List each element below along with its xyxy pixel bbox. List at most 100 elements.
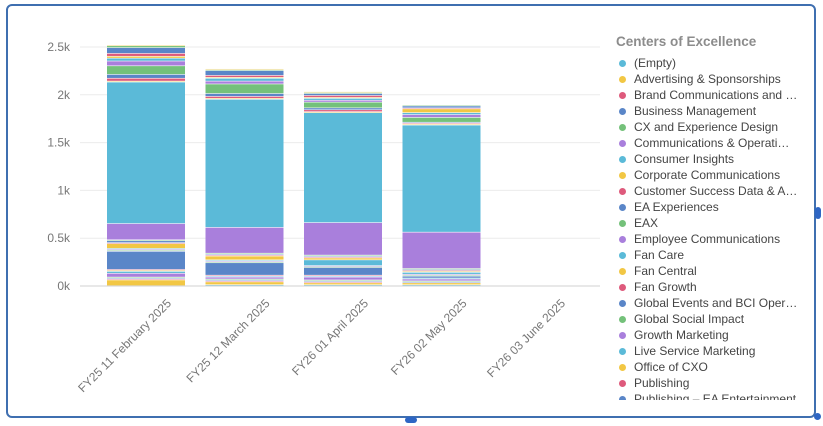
legend-marker <box>619 347 626 355</box>
legend-item[interactable]: CX and Experience Design <box>616 119 798 135</box>
bar-segment[interactable] <box>205 282 284 285</box>
bar-segment[interactable] <box>304 267 382 275</box>
legend-item[interactable]: Fan Growth <box>616 279 798 295</box>
legend-item[interactable]: Global Social Impact <box>616 311 798 327</box>
bar-segment[interactable] <box>107 78 185 81</box>
legend-item[interactable]: Publishing – EA Entertainment <box>616 391 798 400</box>
bar-segment[interactable] <box>304 110 382 112</box>
bar-segment[interactable] <box>402 109 481 113</box>
legend-label: Business Management <box>634 104 757 118</box>
legend-marker <box>619 139 626 147</box>
legend-item[interactable]: Live Service Marketing <box>616 343 798 359</box>
bar-segment[interactable] <box>205 81 284 84</box>
bar-segment[interactable] <box>205 263 284 275</box>
legend-item[interactable]: Fan Care <box>616 247 798 263</box>
y-tick-label: 2.5k <box>47 40 71 54</box>
bar-segment[interactable] <box>304 283 382 285</box>
bar-segment[interactable] <box>402 112 481 115</box>
bar-segment[interactable] <box>107 280 185 286</box>
legend-item[interactable]: EA Experiences <box>616 199 798 215</box>
legend[interactable]: Centers of Excellence (Empty) Advertising… <box>616 34 798 400</box>
bar-segment[interactable] <box>107 271 185 273</box>
bar-segment[interactable] <box>107 251 185 270</box>
bar-segment[interactable] <box>107 61 185 66</box>
bar-segment[interactable] <box>107 46 185 48</box>
bar-segment[interactable] <box>402 283 481 285</box>
legend-item[interactable]: Fan Central <box>616 263 798 279</box>
bar-segment[interactable] <box>107 58 185 61</box>
bar-segment[interactable] <box>205 84 284 94</box>
legend-item[interactable]: Consumer Insights <box>616 151 798 167</box>
bar-segment[interactable] <box>402 276 481 278</box>
legend-label: Fan Central <box>634 264 697 278</box>
x-category-label: FY26 03 June 2025 <box>484 296 568 380</box>
x-category-label: FY26 02 May 2025 <box>388 296 470 378</box>
legend-label: (Empty) <box>634 56 676 70</box>
bar-segment[interactable] <box>107 56 185 58</box>
legend-item[interactable]: Customer Success Data & A… <box>616 183 798 199</box>
bar-segment[interactable] <box>304 98 382 100</box>
bar-segment[interactable] <box>402 279 481 281</box>
bar-segment[interactable] <box>107 273 185 277</box>
legend-marker <box>619 283 626 291</box>
bar-segment[interactable] <box>107 66 185 75</box>
bar-segment[interactable] <box>402 125 481 232</box>
legend-item[interactable]: Growth Marketing <box>616 327 798 343</box>
legend-marker <box>619 203 626 211</box>
legend-marker <box>619 107 626 115</box>
bar-segment[interactable] <box>402 117 481 122</box>
y-tick-label: 1k <box>57 183 71 197</box>
bar-segment[interactable] <box>402 232 481 269</box>
bar-segment[interactable] <box>402 114 481 118</box>
bar-segment[interactable] <box>304 112 382 223</box>
bar-segment[interactable] <box>205 78 284 81</box>
legend-item[interactable]: Office of CXO <box>616 359 798 375</box>
bar-segment[interactable] <box>304 95 382 98</box>
legend-item[interactable]: (Empty) <box>616 55 798 71</box>
bar-segment[interactable] <box>107 47 185 54</box>
legend-item[interactable]: Employee Communications <box>616 231 798 247</box>
bar-segment[interactable] <box>304 258 382 260</box>
legend-item[interactable]: Business Management <box>616 103 798 119</box>
legend-marker <box>619 331 626 339</box>
legend-item[interactable]: EAX <box>616 215 798 231</box>
bar-segment[interactable] <box>304 93 382 96</box>
bar-segment[interactable] <box>304 100 382 102</box>
corner-resize-handle[interactable] <box>814 413 821 420</box>
bar-segment[interactable] <box>304 260 382 266</box>
bottom-resize-handle[interactable] <box>405 417 417 423</box>
bar-segment[interactable] <box>304 108 382 110</box>
bar-segment[interactable] <box>304 277 382 280</box>
x-category-label: FY26 01 April 2025 <box>289 296 371 378</box>
bar-segment[interactable] <box>107 243 185 249</box>
bar-segment[interactable] <box>205 75 284 77</box>
bar-segment[interactable] <box>304 102 382 108</box>
bar-segment[interactable] <box>107 74 185 78</box>
right-resize-handle[interactable] <box>815 207 821 219</box>
bar-segment[interactable] <box>304 222 382 255</box>
y-tick-label: 1.5k <box>47 136 71 150</box>
legend-marker <box>619 59 626 67</box>
legend-marker <box>619 315 626 323</box>
bar-segment[interactable] <box>205 256 284 260</box>
bar-segment[interactable] <box>107 53 185 56</box>
bar-segment[interactable] <box>205 70 284 76</box>
legend-item[interactable]: Global Events and BCI Oper… <box>616 295 798 311</box>
bar-segment[interactable] <box>205 227 284 253</box>
legend-item[interactable]: Advertising & Sponsorships <box>616 71 798 87</box>
bar-segment[interactable] <box>402 106 481 108</box>
legend-marker <box>619 235 626 243</box>
legend-item[interactable]: Brand Communications and … <box>616 87 798 103</box>
legend-item[interactable]: Communications & Operati… <box>616 135 798 151</box>
bar-segment[interactable] <box>402 272 481 274</box>
legend-item[interactable]: Corporate Communications <box>616 167 798 183</box>
legend-label: Brand Communications and … <box>634 88 798 102</box>
bar-segment[interactable] <box>107 223 185 240</box>
bar-segment[interactable] <box>205 93 284 97</box>
bar-segment[interactable] <box>205 99 284 228</box>
bar-segment[interactable] <box>107 82 185 224</box>
legend-item[interactable]: Publishing <box>616 375 798 391</box>
bar-segment[interactable] <box>107 241 185 243</box>
bar-segment[interactable] <box>205 96 284 99</box>
bar-segment[interactable] <box>205 277 284 279</box>
